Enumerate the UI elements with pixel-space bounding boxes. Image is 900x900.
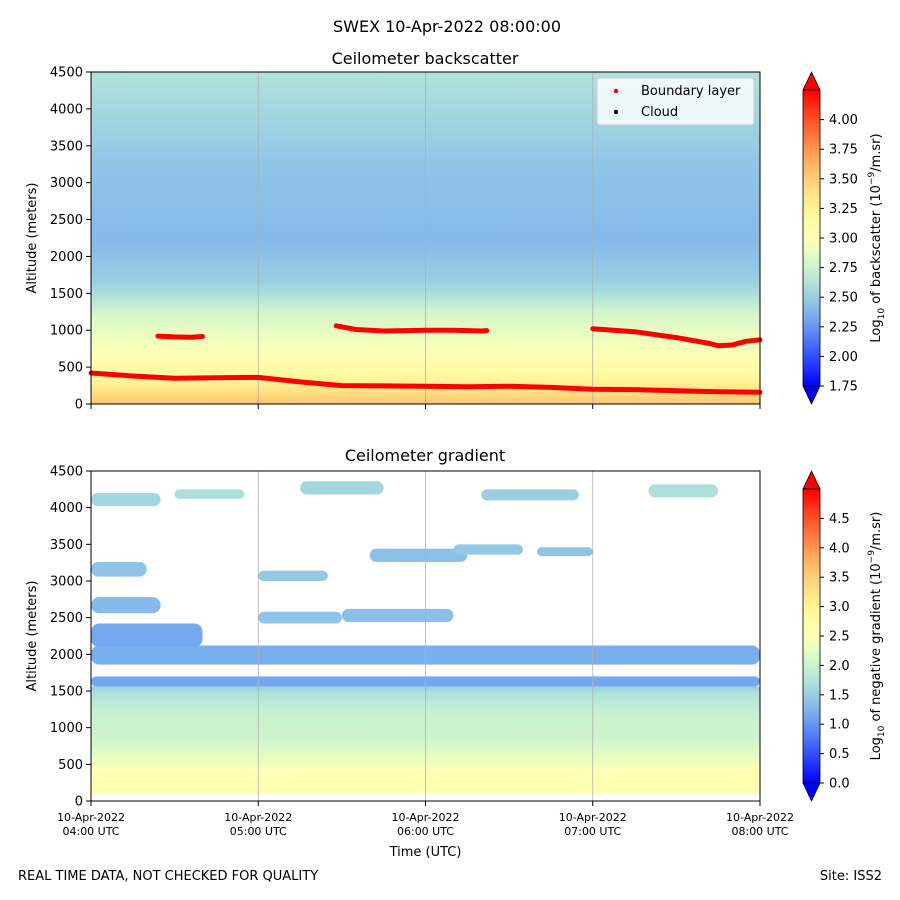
colorbar-tick-label: 3.5 [829, 571, 850, 586]
x-tick-label: 04:00 UTC [62, 825, 119, 838]
colorbar-label: Log10 of backscatter (10−9/m.sr) [867, 133, 887, 342]
y-axis-label: Altitude (meters) [25, 183, 40, 294]
x-tick-label: 10-Apr-2022 [391, 811, 459, 824]
boundary-layer-line [155, 333, 205, 340]
gradient-patch [91, 561, 147, 577]
colorbar-tick-label: 2.50 [829, 291, 858, 306]
x-tick-label: 08:00 UTC [731, 825, 788, 838]
gradient-patch [453, 544, 524, 555]
x-tick-label: 10-Apr-2022 [559, 811, 627, 824]
y-tick-label: 500 [58, 758, 83, 773]
y-tick-label: 2500 [50, 611, 83, 626]
gradient-patch [369, 548, 468, 562]
x-tick-label: 06:00 UTC [397, 825, 454, 838]
boundary-layer-line [333, 323, 490, 334]
y-tick-label: 3500 [50, 139, 83, 154]
boundary-layer-line [590, 326, 763, 349]
colorbar-tick-label: 3.0 [829, 600, 850, 615]
x-tick-label: 10-Apr-2022 [57, 811, 125, 824]
x-tick-label: 10-Apr-2022 [224, 811, 292, 824]
gradient-patch [174, 489, 245, 499]
y-tick-label: 1500 [50, 685, 83, 700]
colorbar-tick-label: 2.5 [829, 630, 850, 645]
y-tick-label: 1000 [50, 721, 83, 736]
colorbar [802, 89, 821, 387]
y-tick-label: 4500 [50, 66, 83, 81]
colorbar-tick-label: 4.00 [829, 113, 858, 128]
colorbar-tick-label: 2.0 [829, 659, 850, 674]
colorbar-tick-label: 2.00 [829, 350, 858, 365]
y-tick-label: 1500 [50, 287, 83, 302]
gradient-patch [300, 481, 384, 495]
colorbar-tick-label: 3.50 [829, 172, 858, 187]
colorbar-label: Log10 of negative gradient (10−9/m.sr) [867, 512, 887, 761]
x-tick-label: 05:00 UTC [230, 825, 287, 838]
y-axis-label: Altitude (meters) [25, 581, 40, 692]
colorbar-tick-label: 4.0 [829, 541, 850, 556]
y-tick-label: 4000 [50, 501, 83, 516]
colorbar-tick-label: 0.0 [829, 777, 850, 792]
y-tick-label: 1000 [50, 324, 83, 339]
colorbar [802, 488, 821, 784]
footer-note: REAL TIME DATA, NOT CHECKED FOR QUALITY [18, 869, 319, 884]
colorbar-extend-top [802, 71, 821, 91]
y-tick-label: 0 [75, 795, 83, 810]
chart-title-gradient: Ceilometer gradient [345, 446, 505, 465]
y-tick-label: 2000 [50, 648, 83, 663]
gradient-patch [258, 611, 342, 624]
panel-gradient: Ceilometer gradient 0 500 1000 1500 2000 2500… [25, 446, 887, 860]
chart-title-backscatter: Ceilometer backscatter [332, 49, 519, 68]
y-tick-label: 2500 [50, 213, 83, 228]
colorbar-tick-label: 1.5 [829, 688, 850, 703]
legend-marker [613, 109, 619, 115]
colorbar-extend-bottom [802, 782, 821, 802]
gradient-patch [341, 608, 454, 623]
colorbar-extend-top [802, 470, 821, 490]
gradient-patch [537, 547, 593, 557]
y-tick-label: 500 [58, 361, 83, 376]
y-tick-label: 4500 [50, 465, 83, 480]
colorbar-tick-label: 4.5 [829, 512, 850, 527]
y-tick-label: 3000 [50, 176, 83, 191]
colorbar-tick-label: 3.75 [829, 143, 858, 158]
gradient-patch [91, 493, 161, 507]
y-tick-label: 0 [75, 398, 83, 413]
colorbar-tick-label: 2.75 [829, 261, 858, 276]
colorbar-tick-label: 3.25 [829, 202, 858, 217]
gradient-patch [91, 597, 161, 614]
colorbar-tick-label: 1.75 [829, 380, 858, 395]
boundary-layer-line [88, 370, 763, 395]
legend-label: Boundary layer [641, 84, 741, 99]
colorbar-tick-label: 1.0 [829, 718, 850, 733]
colorbar-extend-bottom [802, 385, 821, 405]
gradient-patch [258, 570, 328, 581]
colorbar-tick-label: 3.00 [829, 232, 858, 247]
legend-box [596, 77, 755, 126]
footer-site: Site: ISS2 [819, 869, 882, 884]
y-tick-label: 4000 [50, 102, 83, 117]
gradient-patch [648, 484, 719, 498]
figure-suptitle: SWEX 10-Apr-2022 08:00:00 [333, 17, 561, 36]
y-tick-label: 3000 [50, 575, 83, 590]
legend-label: Cloud [641, 105, 678, 120]
gradient-patch [481, 489, 579, 501]
panel-backscatter: Ceilometer backscatter 0 500 1000 1500 2000 2… [25, 49, 887, 413]
y-tick-label: 3500 [50, 538, 83, 553]
x-tick-label: 10-Apr-2022 [726, 811, 794, 824]
x-axis-label: Time (UTC) [389, 845, 462, 860]
gradient-patch [91, 623, 203, 647]
legend-marker [613, 88, 619, 94]
colorbar-tick-label: 2.25 [829, 320, 858, 335]
x-tick-label: 07:00 UTC [564, 825, 621, 838]
y-tick-label: 2000 [50, 250, 83, 265]
colorbar-tick-label: 0.5 [829, 747, 850, 762]
